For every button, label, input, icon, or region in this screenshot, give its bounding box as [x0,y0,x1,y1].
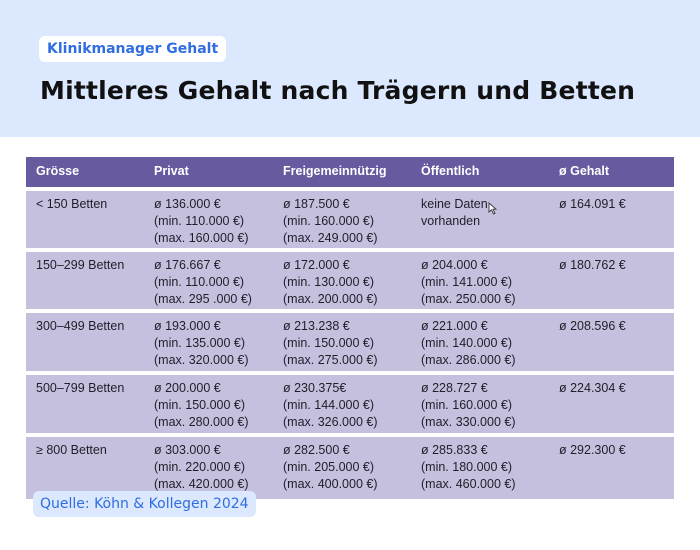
cell-oeffentlich: ø 285.833 € (min. 180.000 €) (max. 460.0… [421,442,516,493]
cell-line: ø 172.000 € [283,258,350,272]
cell-line: (min. 180.000 €) [421,460,513,474]
cell-oeffentlich: ø 204.000 € (min. 141.000 €) (max. 250.0… [421,257,516,308]
cell-line: (max. 295 .000 €) [154,292,252,306]
table-row: < 150 Betten ø 136.000 € (min. 110.000 €… [26,191,674,248]
salary-table: Grösse Privat Freigemeinnützig Öffentlic… [26,157,674,499]
cell-privat: ø 200.000 € (min. 150.000 €) (max. 280.0… [154,380,249,431]
cell-line: (min. 160.000 €) [421,398,513,412]
cell-line: (max. 275.000 €) [283,353,378,367]
cell-line: (min. 110.000 €) [154,275,245,289]
cell-line: (max. 200.000 €) [283,292,378,306]
cell-line: (min. 150.000 €) [154,398,246,412]
cell-line: (max. 400.000 €) [283,477,378,491]
cell-avg: ø 224.304 € [559,381,626,395]
cell-line: (max. 280.000 €) [154,415,249,429]
cell-line: ø 187.500 € [283,197,350,211]
table-row: ≥ 800 Betten ø 303.000 € (min. 220.000 €… [26,437,674,499]
cell-line: (min. 150.000 €) [283,336,375,350]
cell-avg: ø 292.300 € [559,443,626,457]
cell-line: ø 200.000 € [154,381,221,395]
cell-avg: ø 180.762 € [559,258,626,272]
cell-size: ≥ 800 Betten [36,443,107,457]
cell-line: (max. 326.000 €) [283,415,378,429]
cell-privat: ø 176.667 € (min. 110.000 €) (max. 295 .… [154,257,252,308]
cell-line: (min. 220.000 €) [154,460,246,474]
cell-line: (min. 130.000 €) [283,275,375,289]
category-badge: Klinikmanager Gehalt [39,36,227,62]
source-caption: Quelle: Köhn & Kollegen 2024 [33,491,256,517]
cell-line: ø 230.375€ [283,381,347,395]
cell-oeffentlich: ø 221.000 € (min. 140.000 €) (max. 286.0… [421,318,516,369]
cell-avg: ø 164.091 € [559,197,626,211]
cell-line: ø 285.833 € [421,443,488,457]
cell-oeffentlich: keine Daten vorhanden [421,196,488,230]
cell-line: (min. 160.000 €) [283,214,375,228]
table-row: 150–299 Betten ø 176.667 € (min. 110.000… [26,252,674,309]
cell-line: ø 221.000 € [421,319,488,333]
column-header-oeffentlich: Öffentlich [421,164,480,178]
cell-line: (max. 330.000 €) [421,415,516,429]
cell-size: < 150 Betten [36,197,108,211]
cell-line: (min. 144.000 €) [283,398,375,412]
cell-size: 300–499 Betten [36,319,125,333]
cell-line: (min. 140.000 €) [421,336,513,350]
cell-line: ø 136.000 € [154,197,221,211]
cell-line: (min. 135.000 €) [154,336,246,350]
cell-freigemeinnuetzig: ø 282.500 € (min. 205.000 €) (max. 400.0… [283,442,378,493]
cell-privat: ø 136.000 € (min. 110.000 €) (max. 160.0… [154,196,249,247]
cell-line: ø 193.000 € [154,319,221,333]
cell-line: (max. 460.000 €) [421,477,516,491]
cell-freigemeinnuetzig: ø 230.375€ (min. 144.000 €) (max. 326.00… [283,380,378,431]
cell-privat: ø 303.000 € (min. 220.000 €) (max. 420.0… [154,442,249,493]
cell-avg: ø 208.596 € [559,319,626,333]
column-header-size: Grösse [36,164,80,178]
table-row: 300–499 Betten ø 193.000 € (min. 135.000… [26,313,674,371]
cell-freigemeinnuetzig: ø 172.000 € (min. 130.000 €) (max. 200.0… [283,257,378,308]
cell-freigemeinnuetzig: ø 187.500 € (min. 160.000 €) (max. 249.0… [283,196,378,247]
cell-line: ø 204.000 € [421,258,488,272]
cell-line: (max. 286.000 €) [421,353,516,367]
cell-line: ø 213.238 € [283,319,350,333]
column-header-avg: ø Gehalt [559,164,610,178]
cell-line: (max. 249.000 €) [283,231,378,245]
cell-line: (max. 420.000 €) [154,477,249,491]
cell-line: vorhanden [421,214,481,228]
cell-line: ø 282.500 € [283,443,350,457]
column-header-privat: Privat [154,164,189,178]
cell-line: (max. 250.000 €) [421,292,516,306]
cell-size: 150–299 Betten [36,258,125,272]
cell-size: 500–799 Betten [36,381,125,395]
cell-line: (max. 160.000 €) [154,231,249,245]
column-header-freigemeinnuetzig: Freigemeinnützig [283,164,387,178]
cell-line: ø 176.667 € [154,258,221,272]
cell-line: (min. 141.000 €) [421,275,513,289]
cell-line: ø 303.000 € [154,443,221,457]
mouse-cursor-icon [488,202,497,215]
hero-banner: Klinikmanager Gehalt Mittleres Gehalt na… [0,0,700,137]
table-header: Grösse Privat Freigemeinnützig Öffentlic… [26,157,674,187]
cell-line: (max. 320.000 €) [154,353,249,367]
cell-freigemeinnuetzig: ø 213.238 € (min. 150.000 €) (max. 275.0… [283,318,378,369]
cell-oeffentlich: ø 228.727 € (min. 160.000 €) (max. 330.0… [421,380,516,431]
cell-line: (min. 205.000 €) [283,460,375,474]
cell-line: keine Daten [421,197,488,211]
table-row: 500–799 Betten ø 200.000 € (min. 150.000… [26,375,674,433]
cell-line: (min. 110.000 €) [154,214,245,228]
cell-privat: ø 193.000 € (min. 135.000 €) (max. 320.0… [154,318,249,369]
page-title: Mittleres Gehalt nach Trägern und Betten [40,76,636,105]
cell-line: ø 228.727 € [421,381,488,395]
